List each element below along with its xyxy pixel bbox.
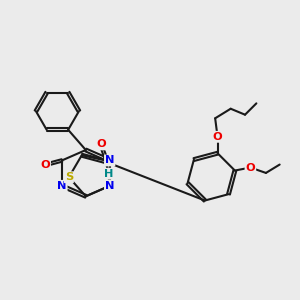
Text: O: O — [245, 163, 255, 172]
Text: N: N — [105, 181, 114, 191]
Text: N: N — [105, 155, 114, 166]
Text: O: O — [213, 132, 222, 142]
Text: O: O — [96, 140, 106, 149]
Text: N: N — [57, 181, 67, 191]
Text: H: H — [104, 169, 113, 179]
Text: S: S — [65, 172, 73, 182]
Text: O: O — [40, 160, 50, 170]
